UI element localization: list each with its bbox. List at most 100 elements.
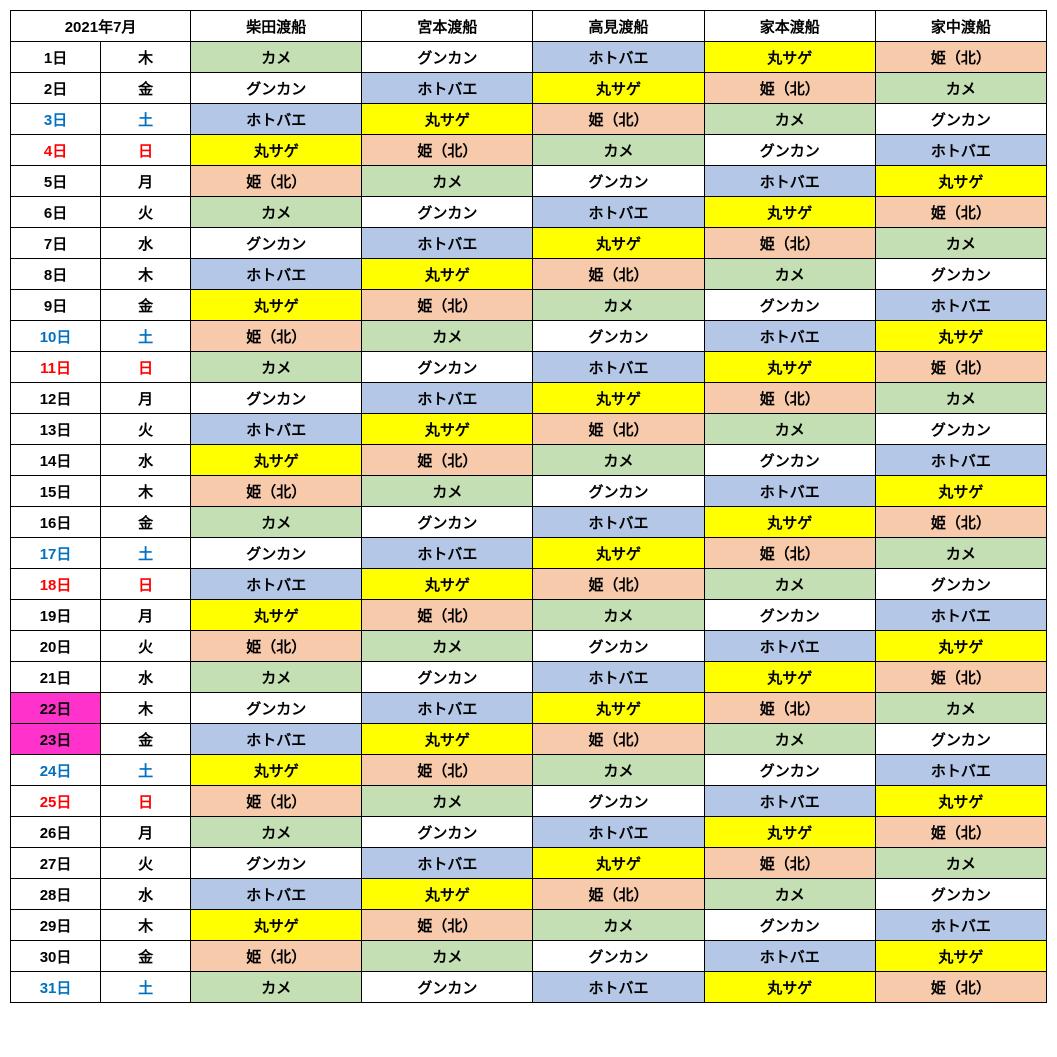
assignment-cell: カメ xyxy=(191,352,362,383)
assignment-cell: ホトバエ xyxy=(704,321,875,352)
date-cell: 19日 xyxy=(11,600,101,631)
assignment-cell: 丸サゲ xyxy=(533,538,704,569)
assignment-cell: グンカン xyxy=(875,259,1046,290)
assignment-cell: グンカン xyxy=(704,290,875,321)
assignment-cell: 丸サゲ xyxy=(191,600,362,631)
schedule-body: 1日木カメグンカンホトバエ丸サゲ姫（北）2日金グンカンホトバエ丸サゲ姫（北）カメ… xyxy=(11,42,1047,1003)
assignment-cell: 丸サゲ xyxy=(875,631,1046,662)
date-cell: 17日 xyxy=(11,538,101,569)
table-row: 25日日姫（北）カメグンカンホトバエ丸サゲ xyxy=(11,786,1047,817)
assignment-cell: 姫（北） xyxy=(875,972,1046,1003)
table-row: 26日月カメグンカンホトバエ丸サゲ姫（北） xyxy=(11,817,1047,848)
assignment-cell: ホトバエ xyxy=(191,259,362,290)
assignment-cell: カメ xyxy=(362,631,533,662)
assignment-cell: 姫（北） xyxy=(533,104,704,135)
assignment-cell: 姫（北） xyxy=(533,569,704,600)
dow-cell: 日 xyxy=(101,352,191,383)
assignment-cell: ホトバエ xyxy=(875,910,1046,941)
assignment-cell: グンカン xyxy=(191,73,362,104)
assignment-cell: 姫（北） xyxy=(533,414,704,445)
dow-cell: 土 xyxy=(101,104,191,135)
assignment-cell: グンカン xyxy=(875,569,1046,600)
assignment-cell: 姫（北） xyxy=(533,724,704,755)
assignment-cell: カメ xyxy=(191,42,362,73)
date-cell: 7日 xyxy=(11,228,101,259)
assignment-cell: カメ xyxy=(875,383,1046,414)
assignment-cell: ホトバエ xyxy=(362,693,533,724)
schedule-table: 2021年7月 柴田渡船 宮本渡船 高見渡船 家本渡船 家中渡船 1日木カメグン… xyxy=(10,10,1047,1003)
assignment-cell: ホトバエ xyxy=(191,569,362,600)
assignment-cell: ホトバエ xyxy=(533,197,704,228)
assignment-cell: 丸サゲ xyxy=(875,166,1046,197)
assignment-cell: 丸サゲ xyxy=(191,445,362,476)
assignment-cell: ホトバエ xyxy=(362,228,533,259)
table-row: 18日日ホトバエ丸サゲ姫（北）カメグンカン xyxy=(11,569,1047,600)
table-row: 30日金姫（北）カメグンカンホトバエ丸サゲ xyxy=(11,941,1047,972)
assignment-cell: カメ xyxy=(875,73,1046,104)
date-cell: 29日 xyxy=(11,910,101,941)
assignment-cell: グンカン xyxy=(191,693,362,724)
dow-cell: 月 xyxy=(101,817,191,848)
assignment-cell: ホトバエ xyxy=(875,135,1046,166)
assignment-cell: 丸サゲ xyxy=(533,73,704,104)
dow-cell: 土 xyxy=(101,538,191,569)
dow-cell: 月 xyxy=(101,600,191,631)
assignment-cell: 姫（北） xyxy=(875,662,1046,693)
ferry-header-1: 宮本渡船 xyxy=(362,11,533,42)
assignment-cell: ホトバエ xyxy=(704,941,875,972)
assignment-cell: 丸サゲ xyxy=(191,755,362,786)
table-row: 22日木グンカンホトバエ丸サゲ姫（北）カメ xyxy=(11,693,1047,724)
dow-cell: 金 xyxy=(101,724,191,755)
table-row: 21日水カメグンカンホトバエ丸サゲ姫（北） xyxy=(11,662,1047,693)
table-row: 5日月姫（北）カメグンカンホトバエ丸サゲ xyxy=(11,166,1047,197)
date-cell: 14日 xyxy=(11,445,101,476)
assignment-cell: カメ xyxy=(533,910,704,941)
assignment-cell: カメ xyxy=(704,724,875,755)
assignment-cell: グンカン xyxy=(875,104,1046,135)
table-row: 16日金カメグンカンホトバエ丸サゲ姫（北） xyxy=(11,507,1047,538)
dow-cell: 水 xyxy=(101,662,191,693)
assignment-cell: 丸サゲ xyxy=(362,259,533,290)
assignment-cell: ホトバエ xyxy=(533,352,704,383)
assignment-cell: 丸サゲ xyxy=(362,104,533,135)
assignment-cell: ホトバエ xyxy=(875,755,1046,786)
assignment-cell: グンカン xyxy=(704,755,875,786)
table-row: 7日水グンカンホトバエ丸サゲ姫（北）カメ xyxy=(11,228,1047,259)
date-cell: 16日 xyxy=(11,507,101,538)
assignment-cell: 丸サゲ xyxy=(704,817,875,848)
ferry-header-2: 高見渡船 xyxy=(533,11,704,42)
dow-cell: 木 xyxy=(101,259,191,290)
month-header: 2021年7月 xyxy=(11,11,191,42)
assignment-cell: 姫（北） xyxy=(362,910,533,941)
assignment-cell: 姫（北） xyxy=(875,352,1046,383)
assignment-cell: 姫（北） xyxy=(875,817,1046,848)
assignment-cell: グンカン xyxy=(191,383,362,414)
table-row: 11日日カメグンカンホトバエ丸サゲ姫（北） xyxy=(11,352,1047,383)
ferry-header-0: 柴田渡船 xyxy=(191,11,362,42)
dow-cell: 木 xyxy=(101,910,191,941)
assignment-cell: 丸サゲ xyxy=(704,352,875,383)
assignment-cell: 姫（北） xyxy=(362,755,533,786)
assignment-cell: グンカン xyxy=(362,817,533,848)
assignment-cell: ホトバエ xyxy=(704,166,875,197)
assignment-cell: カメ xyxy=(533,445,704,476)
assignment-cell: 丸サゲ xyxy=(875,476,1046,507)
dow-cell: 水 xyxy=(101,228,191,259)
date-cell: 1日 xyxy=(11,42,101,73)
assignment-cell: カメ xyxy=(875,848,1046,879)
assignment-cell: グンカン xyxy=(362,197,533,228)
assignment-cell: グンカン xyxy=(704,910,875,941)
header-row: 2021年7月 柴田渡船 宮本渡船 高見渡船 家本渡船 家中渡船 xyxy=(11,11,1047,42)
assignment-cell: 丸サゲ xyxy=(704,42,875,73)
date-cell: 27日 xyxy=(11,848,101,879)
assignment-cell: ホトバエ xyxy=(533,662,704,693)
date-cell: 5日 xyxy=(11,166,101,197)
assignment-cell: グンカン xyxy=(362,972,533,1003)
dow-cell: 土 xyxy=(101,972,191,1003)
assignment-cell: 丸サゲ xyxy=(704,197,875,228)
assignment-cell: グンカン xyxy=(362,42,533,73)
assignment-cell: グンカン xyxy=(533,631,704,662)
dow-cell: 日 xyxy=(101,786,191,817)
date-cell: 31日 xyxy=(11,972,101,1003)
ferry-header-4: 家中渡船 xyxy=(875,11,1046,42)
